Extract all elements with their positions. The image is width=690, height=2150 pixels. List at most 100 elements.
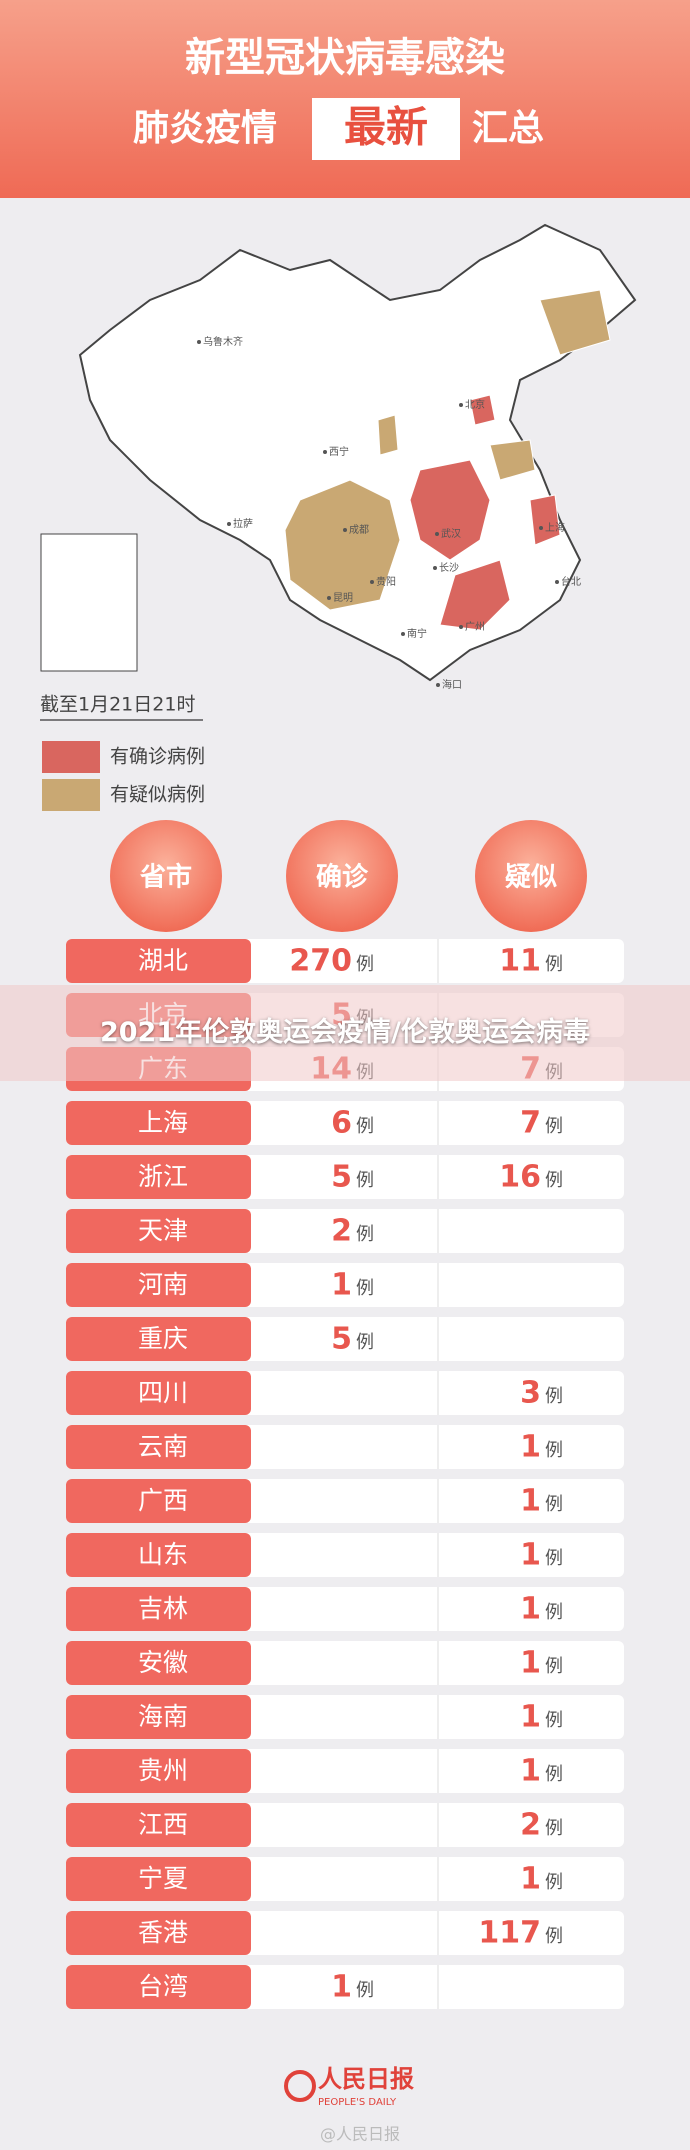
unit: 例 [545, 1764, 563, 1785]
legend-label: 有确诊病例 [110, 746, 205, 768]
unit: 例 [545, 1494, 563, 1515]
confirmed-count: 6 [331, 1106, 352, 1141]
inset [40, 533, 138, 672]
unit: 例 [356, 1224, 374, 1245]
suspected-count: 3 [520, 1376, 541, 1411]
city-dot [197, 340, 201, 344]
city-dot [227, 522, 231, 526]
subtitle-highlight: 最新 [344, 103, 428, 152]
city-dot [555, 580, 559, 584]
city-label: 广州 [465, 621, 485, 633]
row-name-bg [66, 1317, 251, 1361]
city-dot [539, 526, 543, 530]
province: 宁夏 [138, 1864, 188, 1893]
hubei [409, 459, 491, 561]
city-label: 长沙 [439, 562, 459, 574]
unit: 例 [356, 1170, 374, 1191]
city-dot [459, 625, 463, 629]
row-name-bg [66, 1101, 251, 1145]
confirmed-count: 270 [289, 944, 352, 979]
province: 浙江 [138, 1162, 188, 1191]
unit: 例 [356, 954, 374, 975]
suspected-count: 1 [520, 1592, 541, 1627]
city-dot [401, 632, 405, 636]
row-name-bg [66, 1803, 251, 1847]
suspected-count: 16 [499, 1160, 541, 1195]
city-label: 台北 [561, 575, 581, 588]
suspected-count: 1 [520, 1754, 541, 1789]
confirmed-count: 5 [331, 1160, 352, 1195]
sw-provinces [284, 479, 401, 611]
china-outline [78, 223, 637, 682]
province: 广西 [138, 1486, 188, 1515]
city-label: 上海 [545, 521, 565, 534]
row-name-bg [66, 1911, 251, 1955]
province: 江西 [138, 1810, 188, 1839]
city-dot [343, 528, 347, 532]
row-name-bg [66, 1857, 251, 1901]
confirmed-count: 1 [331, 1970, 352, 2005]
ningxia [377, 414, 399, 456]
legend-swatch [42, 741, 100, 773]
city-dot [459, 403, 463, 407]
column-badge [475, 820, 587, 932]
column-badge [286, 820, 398, 932]
confirmed-count: 2 [331, 1214, 352, 1249]
highlight-box [312, 98, 460, 160]
confirmed-count: 1 [331, 1268, 352, 1303]
city-label: 西宁 [329, 445, 349, 458]
unit: 例 [545, 1818, 563, 1839]
city-label: 昆明 [333, 592, 353, 604]
province: 海南 [138, 1702, 188, 1731]
unit: 例 [545, 1440, 563, 1461]
province: 湖北 [138, 946, 188, 975]
province: 四川 [138, 1378, 188, 1407]
unit: 例 [356, 1116, 374, 1137]
row-name-bg [66, 1695, 251, 1739]
city-dot [435, 532, 439, 536]
suspected-count: 1 [520, 1700, 541, 1735]
beijing [469, 394, 496, 426]
unit: 例 [545, 1872, 563, 1893]
row-name-bg [66, 1587, 251, 1631]
province: 香港 [138, 1918, 188, 1947]
column-badge [110, 820, 222, 932]
suspected-count: 1 [520, 1430, 541, 1465]
jilin [539, 289, 611, 356]
logo-icon [284, 2070, 316, 2102]
unit: 例 [545, 1386, 563, 1407]
province: 上海 [138, 1108, 188, 1137]
city-label: 南宁 [407, 627, 427, 640]
city-dot [433, 566, 437, 570]
confirmed-count: 5 [331, 1322, 352, 1357]
subtitle-right: 汇总 [472, 108, 544, 149]
row-name-bg [66, 1965, 251, 2009]
province: 天津 [138, 1216, 188, 1245]
unit: 例 [545, 1602, 563, 1623]
unit: 例 [545, 1170, 563, 1191]
title: 新型冠状病毒感染 [185, 35, 505, 81]
legend-label: 有疑似病例 [110, 784, 205, 806]
province: 台湾 [138, 1972, 188, 2001]
unit: 例 [545, 1656, 563, 1677]
province: 贵州 [138, 1756, 188, 1785]
suspected-count: 1 [520, 1862, 541, 1897]
suspected-count: 1 [520, 1538, 541, 1573]
row-name-bg [66, 1209, 251, 1253]
column-header: 确诊 [316, 862, 369, 893]
logo: 人民日报 [318, 2065, 414, 2093]
suspected-count: 7 [520, 1106, 541, 1141]
province: 安徽 [138, 1648, 188, 1677]
city-label: 海口 [442, 678, 462, 691]
suspected-count: 1 [520, 1484, 541, 1519]
unit: 例 [356, 1980, 374, 2001]
row-name-bg [66, 1155, 251, 1199]
province: 云南 [138, 1432, 188, 1461]
row-name-bg [66, 1479, 251, 1523]
city-dot [370, 580, 374, 584]
suspected-count: 2 [520, 1808, 541, 1843]
city-dot [323, 450, 327, 454]
province: 吉林 [138, 1594, 188, 1623]
city-dot [327, 596, 331, 600]
